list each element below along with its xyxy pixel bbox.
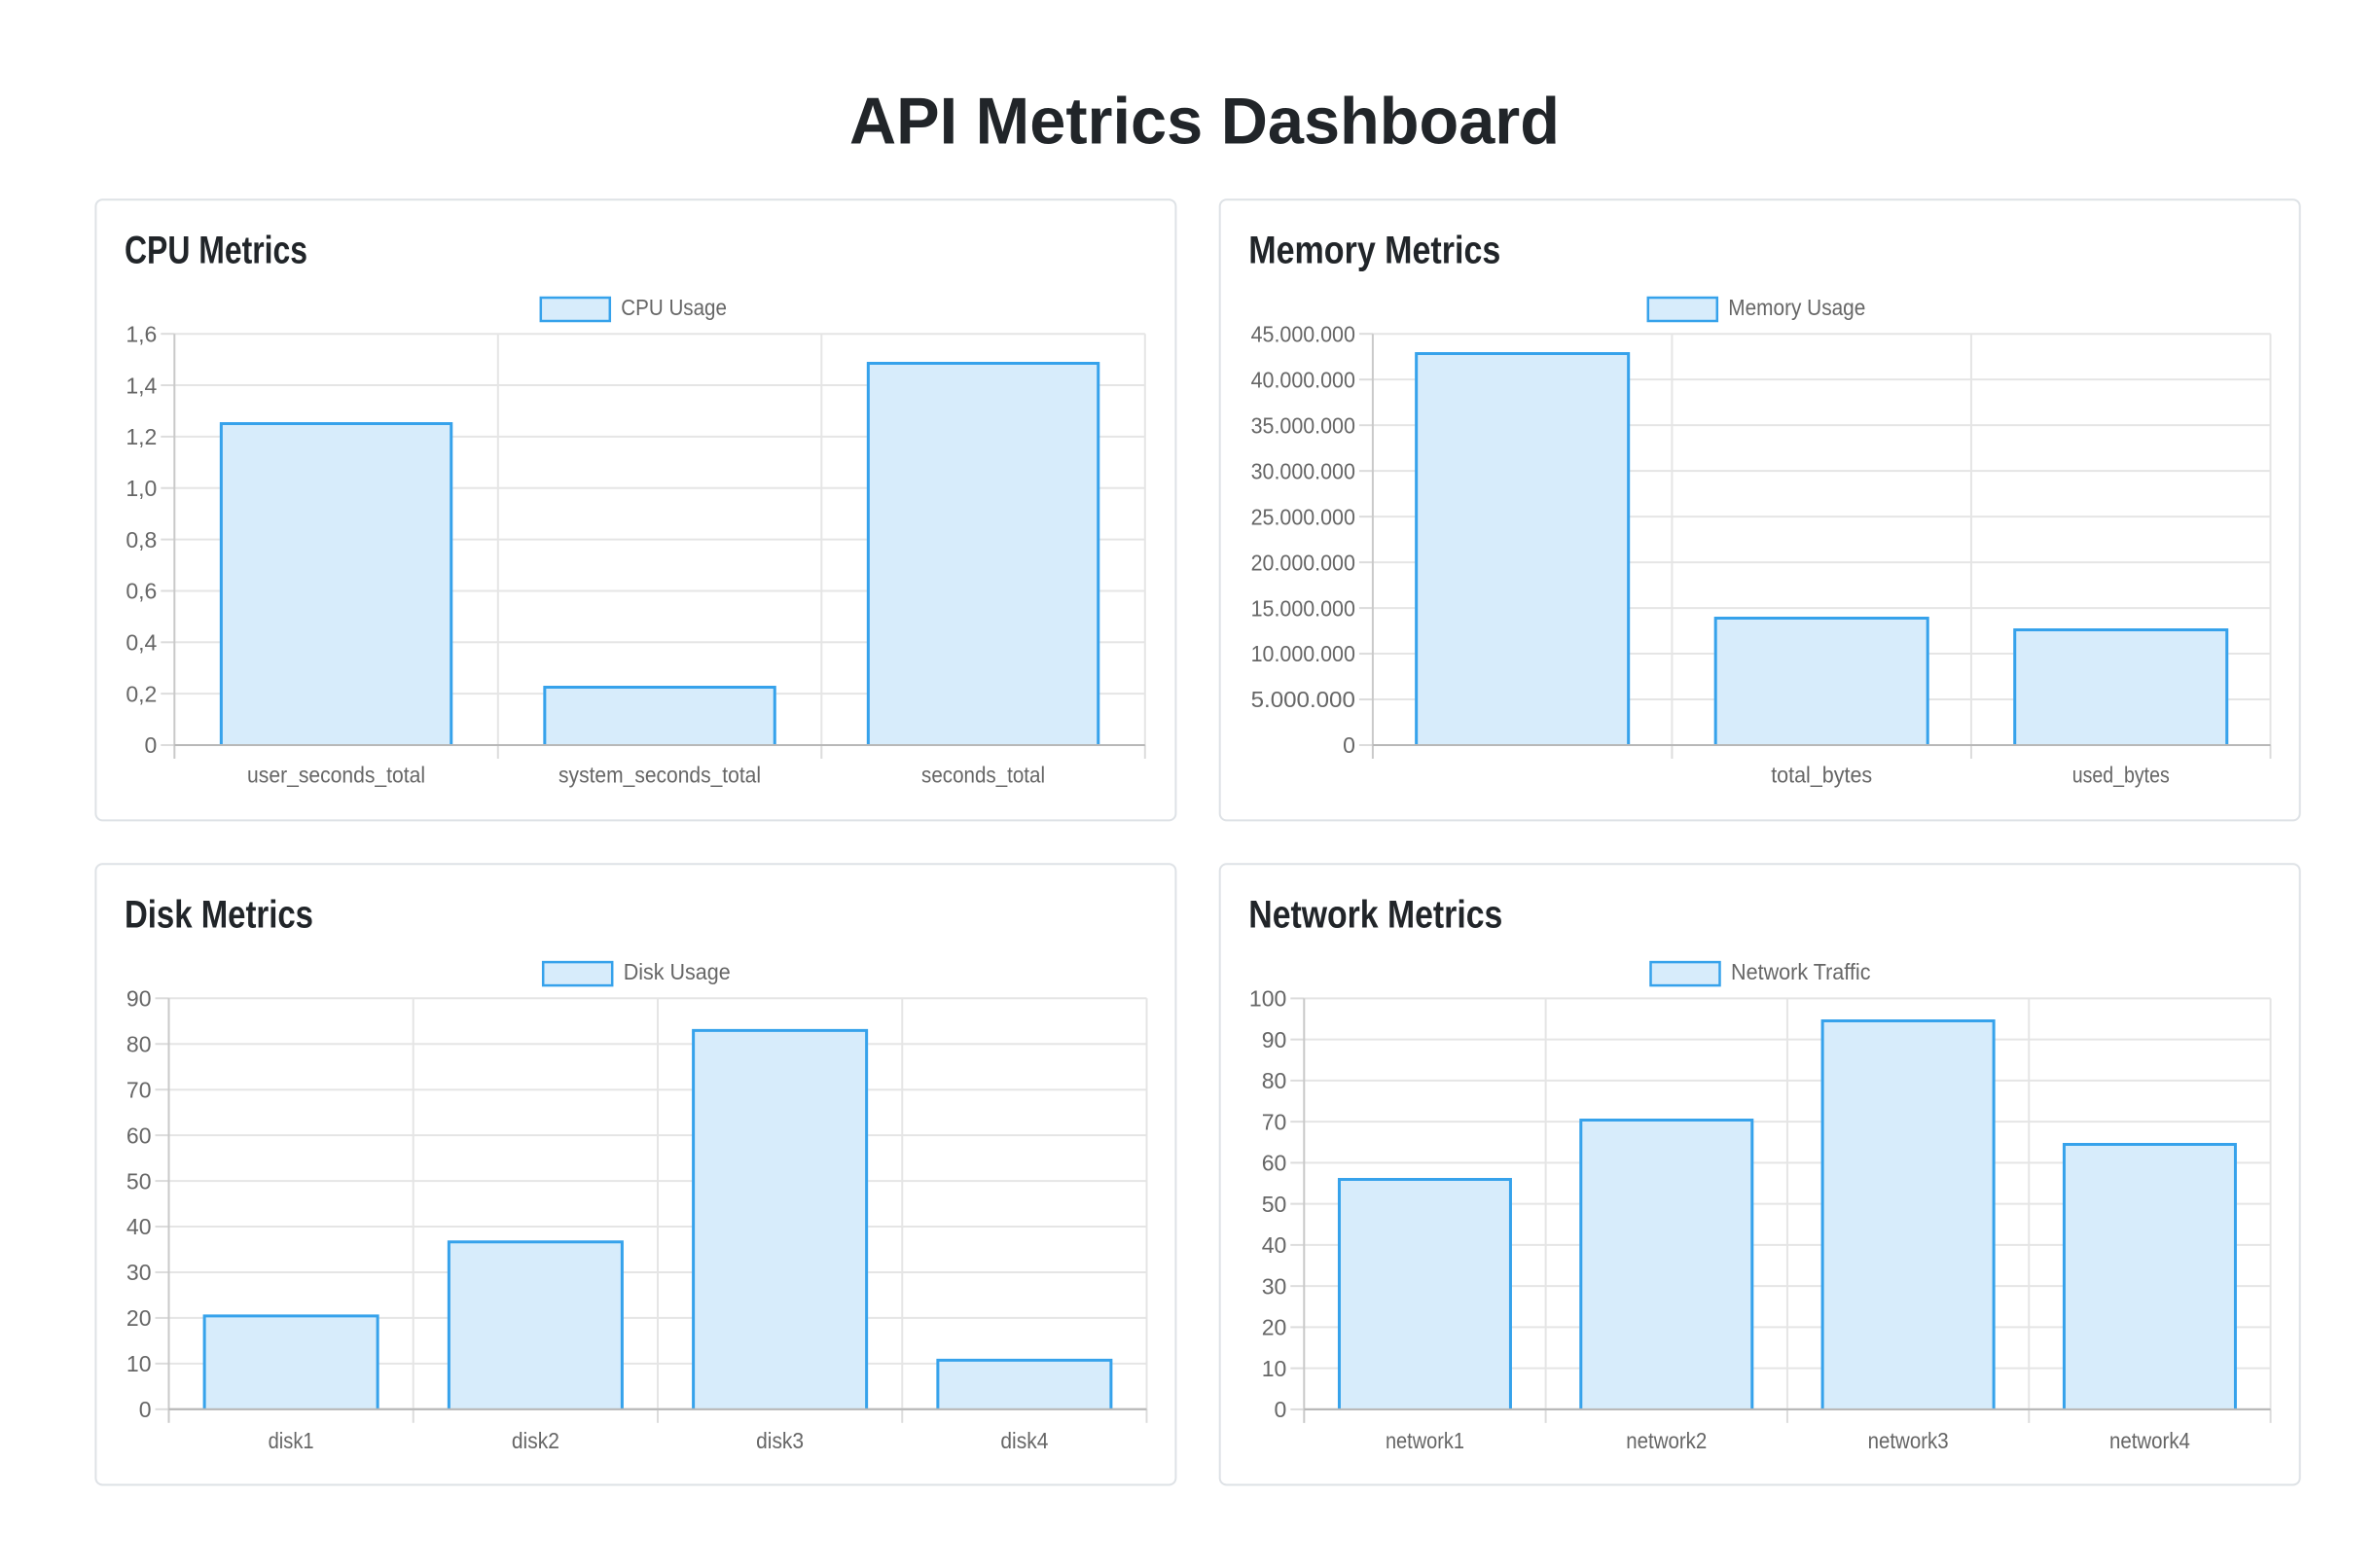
svg-text:Network Traffic: Network Traffic: [1731, 959, 1871, 984]
svg-text:10: 10: [1262, 1356, 1287, 1381]
svg-text:CPU Usage: CPU Usage: [621, 295, 727, 320]
svg-text:seconds_total: seconds_total: [921, 763, 1045, 788]
svg-text:network2: network2: [1626, 1428, 1707, 1453]
svg-text:disk4: disk4: [1000, 1428, 1048, 1453]
svg-text:15.000.000: 15.000.000: [1251, 595, 1355, 621]
svg-text:20.000.000: 20.000.000: [1251, 550, 1355, 575]
svg-text:80: 80: [126, 1031, 152, 1056]
svg-text:80: 80: [1262, 1068, 1287, 1093]
svg-text:CPU Metrics: CPU Metrics: [125, 229, 307, 271]
svg-text:1,2: 1,2: [126, 424, 157, 449]
svg-text:API Metrics Dashboard: API Metrics Dashboard: [849, 85, 1560, 159]
svg-text:0: 0: [1275, 1397, 1287, 1422]
svg-text:0: 0: [145, 732, 158, 758]
svg-text:45.000.000: 45.000.000: [1251, 321, 1355, 346]
svg-text:30.000.000: 30.000.000: [1251, 458, 1355, 483]
svg-text:disk1: disk1: [269, 1428, 314, 1453]
svg-text:60: 60: [126, 1123, 152, 1148]
svg-text:0,4: 0,4: [126, 630, 157, 656]
svg-text:20: 20: [1262, 1315, 1287, 1340]
svg-text:network4: network4: [2109, 1428, 2190, 1453]
svg-text:disk3: disk3: [756, 1428, 804, 1453]
svg-text:1,0: 1,0: [126, 476, 157, 501]
svg-text:total_bytes: total_bytes: [1771, 763, 1872, 788]
svg-text:90: 90: [1262, 1027, 1287, 1052]
svg-text:5.000.000: 5.000.000: [1251, 687, 1355, 712]
svg-text:0,6: 0,6: [126, 579, 157, 604]
svg-text:disk2: disk2: [512, 1428, 559, 1453]
svg-text:0,8: 0,8: [126, 527, 157, 552]
svg-text:20: 20: [126, 1305, 152, 1331]
svg-text:40.000.000: 40.000.000: [1251, 367, 1355, 392]
svg-text:0: 0: [1343, 732, 1355, 758]
svg-text:user_seconds_total: user_seconds_total: [247, 763, 425, 788]
svg-text:25.000.000: 25.000.000: [1251, 504, 1355, 529]
svg-text:10.000.000: 10.000.000: [1251, 641, 1355, 666]
svg-text:100: 100: [1249, 986, 1286, 1012]
svg-text:1,6: 1,6: [126, 321, 157, 346]
svg-text:used_bytes: used_bytes: [2072, 763, 2170, 788]
svg-text:50: 50: [1262, 1192, 1287, 1217]
svg-text:60: 60: [1262, 1151, 1287, 1176]
svg-text:70: 70: [126, 1077, 152, 1102]
svg-text:Network Metrics: Network Metrics: [1248, 894, 1502, 937]
svg-text:70: 70: [1262, 1109, 1287, 1134]
svg-text:40: 40: [126, 1214, 152, 1239]
svg-text:Memory Usage: Memory Usage: [1728, 295, 1865, 320]
svg-text:30: 30: [126, 1260, 152, 1285]
svg-text:0: 0: [139, 1397, 152, 1422]
svg-text:1,4: 1,4: [126, 373, 157, 398]
svg-text:network3: network3: [1868, 1428, 1949, 1453]
svg-text:50: 50: [126, 1168, 152, 1194]
svg-text:35.000.000: 35.000.000: [1251, 412, 1355, 438]
svg-text:0,2: 0,2: [126, 681, 157, 706]
svg-text:30: 30: [1262, 1273, 1287, 1299]
svg-text:network1: network1: [1386, 1428, 1464, 1453]
svg-text:Memory Metrics: Memory Metrics: [1248, 229, 1500, 271]
svg-text:40: 40: [1262, 1232, 1287, 1258]
svg-text:Disk Metrics: Disk Metrics: [125, 894, 313, 937]
svg-text:Disk Usage: Disk Usage: [624, 959, 731, 984]
svg-text:10: 10: [126, 1351, 152, 1376]
svg-text:90: 90: [126, 986, 152, 1012]
svg-text:system_seconds_total: system_seconds_total: [558, 763, 761, 788]
